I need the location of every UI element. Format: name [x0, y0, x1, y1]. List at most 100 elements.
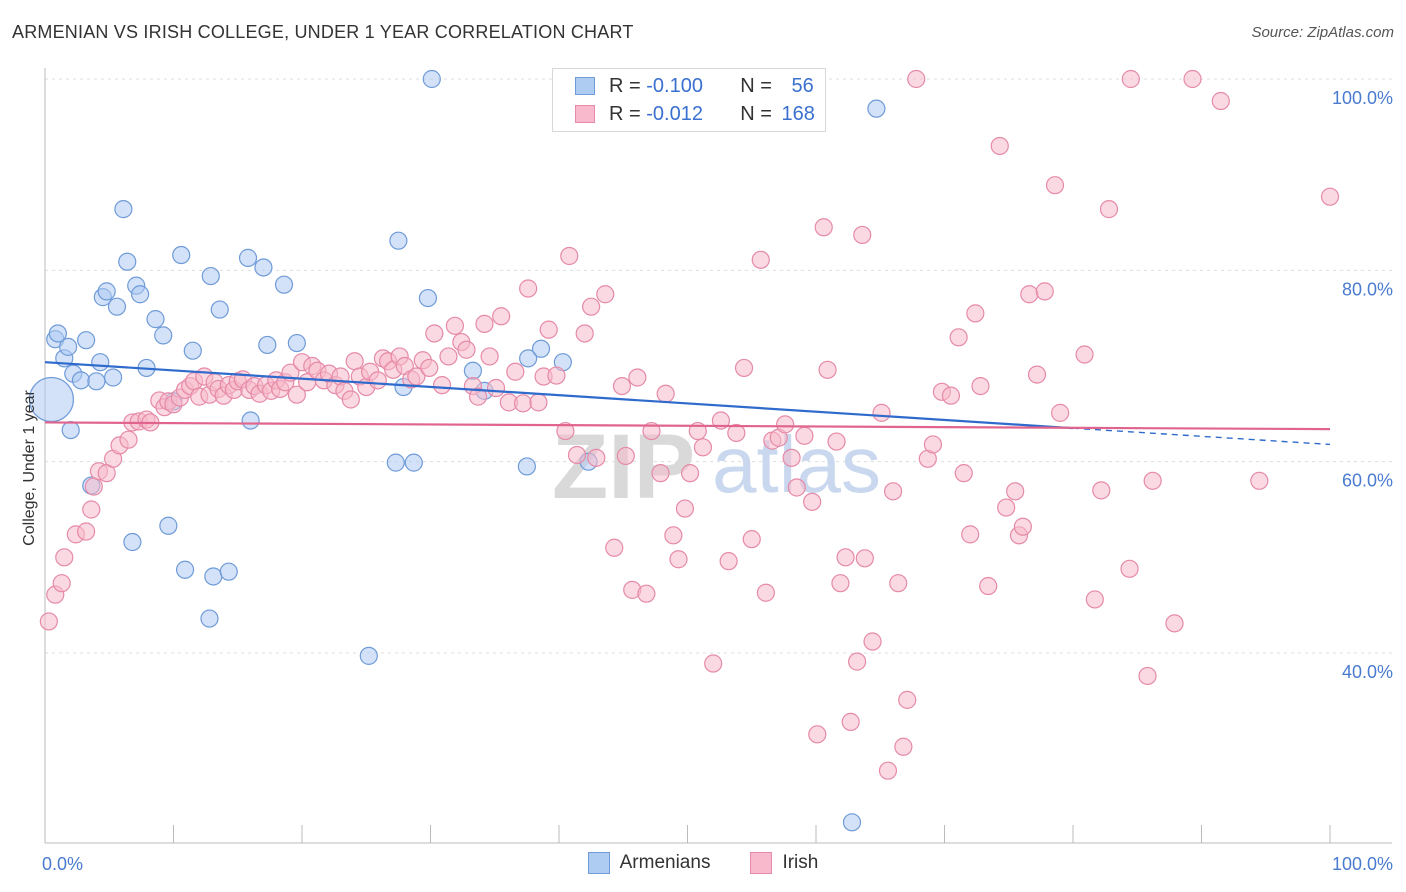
irish-point: [637, 584, 656, 603]
irish-point: [1027, 365, 1047, 384]
irish-point: [39, 612, 58, 631]
irish-point: [425, 324, 444, 343]
armenian-point: [254, 258, 273, 277]
armenian-point: [104, 368, 123, 387]
irish-point: [1250, 471, 1269, 490]
irish-point: [863, 632, 882, 651]
armenian-point: [77, 331, 96, 350]
irish-point: [345, 352, 364, 371]
legend-n-value: 168: [781, 102, 815, 125]
irish-point: [836, 548, 855, 567]
armenian-point: [97, 282, 116, 301]
irish-point: [818, 360, 837, 379]
irish-point: [808, 725, 827, 744]
legend-r-label: R =: [609, 74, 647, 97]
irish-point: [513, 394, 533, 413]
irish-point: [841, 712, 860, 731]
x-tick-label-max: 100.0%: [1332, 854, 1393, 874]
armenian-point: [172, 245, 191, 265]
irish-point: [742, 530, 761, 549]
irish-point: [582, 297, 601, 316]
irish-point: [596, 285, 615, 304]
irish-point: [1211, 91, 1230, 111]
legend-label-armenians: Armenians: [619, 852, 711, 873]
armenian-point: [389, 231, 408, 250]
irish-point: [1183, 69, 1202, 89]
grid-lines: [45, 78, 1392, 654]
irish-point: [432, 376, 452, 395]
irish-point: [1045, 176, 1065, 195]
irish-point: [711, 411, 731, 430]
armenian-points: [28, 69, 886, 832]
irish-point: [997, 498, 1016, 517]
irish-point: [883, 482, 903, 501]
legend-n-label: N =: [740, 102, 778, 125]
irish-point: [1085, 590, 1104, 609]
armenian-point: [519, 349, 538, 368]
irish-point: [693, 438, 713, 457]
armenian-point: [842, 813, 862, 832]
y-tick-label: 60.0%: [1342, 471, 1393, 491]
irish-point: [898, 690, 917, 709]
irish-point: [979, 576, 998, 596]
irish-point: [776, 415, 795, 434]
armenian-point: [386, 453, 405, 472]
armenian-point: [123, 532, 142, 552]
irish-point: [587, 448, 606, 467]
armenian-point: [87, 372, 106, 391]
irish-point: [119, 430, 138, 449]
armenian-point: [200, 609, 219, 628]
correlation-legend: R = -0.100 N = 56 R = -0.012 N = 168: [552, 68, 826, 132]
axes: [44, 68, 1392, 844]
irish-point: [848, 652, 867, 671]
irish-point: [556, 421, 575, 441]
irish-point: [669, 550, 688, 569]
irish-point: [814, 218, 833, 237]
armenian-point: [91, 353, 110, 372]
irish-point: [704, 654, 723, 673]
irish-point: [990, 136, 1009, 156]
armenian-point: [146, 310, 165, 329]
irish-point: [575, 324, 594, 343]
armenian-trend-extension: [1072, 427, 1331, 446]
irish-point: [734, 358, 754, 378]
irish-point: [1120, 559, 1139, 578]
legend-n-value: 56: [791, 74, 814, 97]
irish-point: [675, 499, 695, 518]
irish-point: [1143, 471, 1162, 490]
irish-point: [420, 358, 439, 378]
armenian-point: [183, 341, 202, 360]
irish-point: [961, 525, 980, 544]
legend-r-value: -0.100: [646, 74, 703, 97]
irish-point: [628, 368, 647, 387]
irish-point: [787, 478, 806, 497]
armenian-point: [274, 275, 294, 294]
armenian-point: [159, 516, 178, 535]
irish-point: [567, 445, 587, 465]
irish-point: [529, 393, 548, 412]
irish-point: [77, 522, 96, 541]
irish-point: [1092, 481, 1111, 500]
legend-r-label: R =: [609, 102, 647, 125]
irish-point: [1320, 187, 1340, 206]
irish-point: [445, 316, 465, 335]
watermark-zip: ZIP: [552, 416, 695, 518]
irish-point: [1075, 345, 1094, 364]
irish-point: [492, 307, 511, 326]
legend-swatch-irish: [575, 105, 595, 123]
irish-point: [782, 448, 801, 467]
series-legend: Armenians Irish: [0, 852, 1406, 874]
armenian-point: [517, 457, 536, 476]
irish-point: [1006, 482, 1025, 501]
irish-point: [853, 225, 872, 245]
irish-point: [966, 304, 985, 323]
irish-point: [878, 761, 898, 780]
chart-title: ARMENIAN VS IRISH COLLEGE, UNDER 1 YEAR …: [12, 22, 634, 42]
legend-swatch-irish: [750, 852, 773, 874]
irish-point: [616, 446, 635, 466]
irish-point: [831, 574, 850, 593]
irish-point: [664, 526, 683, 545]
armenian-point: [107, 297, 127, 316]
legend-swatch-armenians: [587, 852, 610, 874]
y-axis-label: College, Under 1 year: [21, 390, 38, 546]
